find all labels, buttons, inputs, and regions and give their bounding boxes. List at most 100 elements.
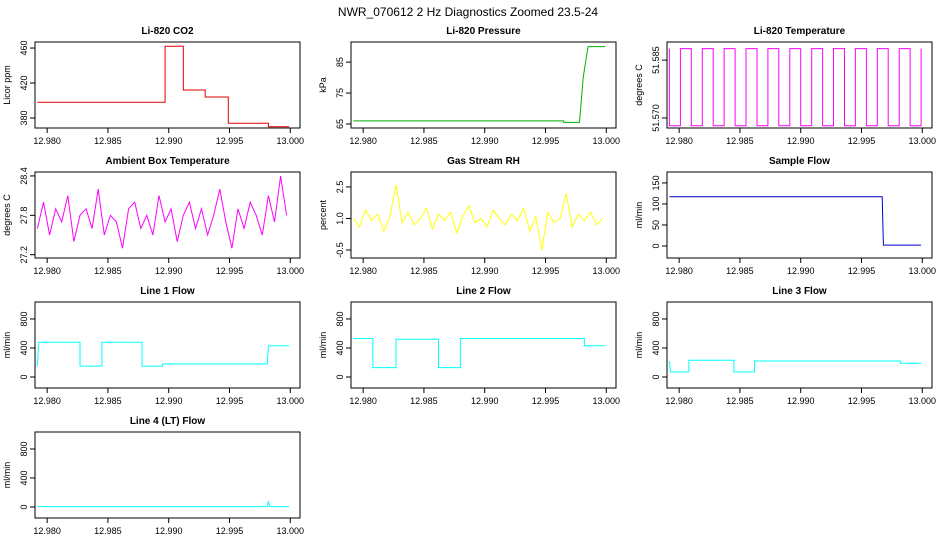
y-tick-label: 800 bbox=[19, 441, 29, 456]
plot-frame bbox=[666, 301, 933, 389]
x-tick-label: 12.990 bbox=[155, 526, 183, 536]
x-tick-label: 12.980 bbox=[349, 396, 377, 406]
x-tick-label: 12.995 bbox=[532, 136, 560, 146]
x-tick-label: 13.000 bbox=[277, 136, 305, 146]
x-tick-label: 13.000 bbox=[909, 136, 936, 146]
plot-frame bbox=[34, 431, 301, 519]
data-line bbox=[353, 46, 606, 123]
panel-title: Line 1 Flow bbox=[140, 286, 195, 297]
plot-frame bbox=[34, 301, 301, 389]
x-tick-label: 12.990 bbox=[471, 396, 499, 406]
x-tick-label: 12.990 bbox=[787, 396, 815, 406]
x-tick-label: 13.000 bbox=[593, 266, 621, 276]
y-axis-label: percent bbox=[318, 199, 328, 230]
x-tick-label: 12.990 bbox=[471, 136, 499, 146]
x-tick-label: 12.995 bbox=[216, 136, 244, 146]
y-axis-label: degrees C bbox=[2, 194, 12, 236]
panel-title: Line 3 Flow bbox=[772, 286, 827, 297]
plot-frame bbox=[350, 41, 617, 129]
x-tick-label: 12.985 bbox=[726, 266, 754, 276]
y-tick-label: 2.5 bbox=[335, 181, 345, 194]
x-tick-label: 13.000 bbox=[277, 266, 305, 276]
y-tick-label: 27.8 bbox=[19, 207, 29, 225]
y-axis-label: ml/min bbox=[318, 332, 328, 359]
data-line bbox=[352, 184, 603, 251]
y-tick-label: 800 bbox=[651, 311, 661, 326]
x-tick-label: 12.990 bbox=[787, 266, 815, 276]
data-line bbox=[668, 48, 922, 127]
x-tick-label: 13.000 bbox=[593, 396, 621, 406]
y-tick-label: 400 bbox=[335, 340, 345, 355]
data-line bbox=[668, 359, 922, 373]
x-tick-label: 12.995 bbox=[216, 266, 244, 276]
x-tick-label: 13.000 bbox=[277, 396, 305, 406]
x-tick-label: 12.985 bbox=[94, 526, 122, 536]
x-tick-label: 12.980 bbox=[349, 266, 377, 276]
x-tick-label: 12.995 bbox=[848, 266, 876, 276]
x-tick-label: 12.985 bbox=[410, 136, 438, 146]
y-tick-label: 0 bbox=[651, 243, 661, 248]
panel-title: Li-820 Pressure bbox=[446, 26, 521, 37]
panel-title: Line 2 Flow bbox=[456, 286, 511, 297]
y-tick-label: 0 bbox=[19, 374, 29, 379]
data-line bbox=[353, 338, 606, 369]
x-tick-label: 12.980 bbox=[665, 266, 693, 276]
x-tick-label: 12.995 bbox=[532, 266, 560, 276]
x-tick-label: 12.980 bbox=[665, 136, 693, 146]
panel-title: Li-820 Temperature bbox=[754, 26, 846, 37]
figure-title: NWR_070612 2 Hz Diagnostics Zoomed 23.5-… bbox=[338, 5, 598, 19]
data-line bbox=[36, 341, 290, 367]
plot-frame bbox=[350, 301, 617, 389]
y-tick-label: 0 bbox=[19, 504, 29, 509]
panel-title: Li-820 CO2 bbox=[141, 26, 194, 37]
y-tick-label: 420 bbox=[19, 76, 29, 91]
plot-frame bbox=[666, 41, 933, 129]
y-tick-label: 51.570 bbox=[651, 104, 661, 132]
x-tick-label: 12.990 bbox=[787, 136, 815, 146]
y-tick-label: 0 bbox=[651, 374, 661, 379]
y-tick-label: 400 bbox=[651, 340, 661, 355]
plot-frame bbox=[350, 171, 617, 259]
y-tick-label: 460 bbox=[19, 41, 29, 56]
panel-title: Ambient Box Temperature bbox=[105, 156, 230, 167]
y-tick-label: 51.585 bbox=[651, 46, 661, 74]
y-tick-label: 150 bbox=[651, 175, 661, 190]
x-tick-label: 12.980 bbox=[665, 396, 693, 406]
x-tick-label: 12.990 bbox=[155, 266, 183, 276]
x-tick-label: 12.985 bbox=[410, 396, 438, 406]
x-tick-label: 13.000 bbox=[909, 396, 936, 406]
x-tick-label: 12.995 bbox=[216, 396, 244, 406]
x-tick-label: 12.980 bbox=[33, 266, 61, 276]
y-tick-label: 50 bbox=[651, 220, 661, 230]
y-axis-label: ml/min bbox=[634, 332, 644, 359]
x-tick-label: 12.990 bbox=[155, 136, 183, 146]
x-tick-label: 12.995 bbox=[848, 396, 876, 406]
x-tick-label: 12.990 bbox=[471, 266, 499, 276]
data-line bbox=[669, 196, 922, 246]
x-tick-label: 12.985 bbox=[94, 396, 122, 406]
x-tick-label: 12.980 bbox=[33, 136, 61, 146]
x-tick-label: 13.000 bbox=[593, 136, 621, 146]
y-axis-label: ml/min bbox=[634, 202, 644, 229]
x-tick-label: 13.000 bbox=[277, 526, 305, 536]
y-tick-label: 75 bbox=[335, 88, 345, 98]
data-line bbox=[37, 45, 290, 128]
y-axis-label: ml/min bbox=[2, 462, 12, 489]
y-tick-label: 400 bbox=[19, 470, 29, 485]
x-tick-label: 12.995 bbox=[848, 136, 876, 146]
x-tick-label: 12.980 bbox=[349, 136, 377, 146]
x-tick-label: 12.985 bbox=[94, 136, 122, 146]
x-tick-label: 12.980 bbox=[33, 396, 61, 406]
plot-frame bbox=[34, 41, 301, 129]
y-tick-label: 28.4 bbox=[19, 167, 29, 185]
y-tick-label: 100 bbox=[651, 196, 661, 211]
y-tick-label: 85 bbox=[335, 57, 345, 67]
x-tick-label: 12.985 bbox=[94, 266, 122, 276]
panel-title: Line 4 (LT) Flow bbox=[130, 416, 206, 427]
y-tick-label: 800 bbox=[335, 311, 345, 326]
x-tick-label: 12.985 bbox=[410, 266, 438, 276]
panel-title: Sample Flow bbox=[769, 156, 830, 167]
y-axis-label: Licor ppm bbox=[2, 65, 12, 105]
y-tick-label: 65 bbox=[335, 119, 345, 129]
panel-title: Gas Stream RH bbox=[447, 156, 520, 167]
